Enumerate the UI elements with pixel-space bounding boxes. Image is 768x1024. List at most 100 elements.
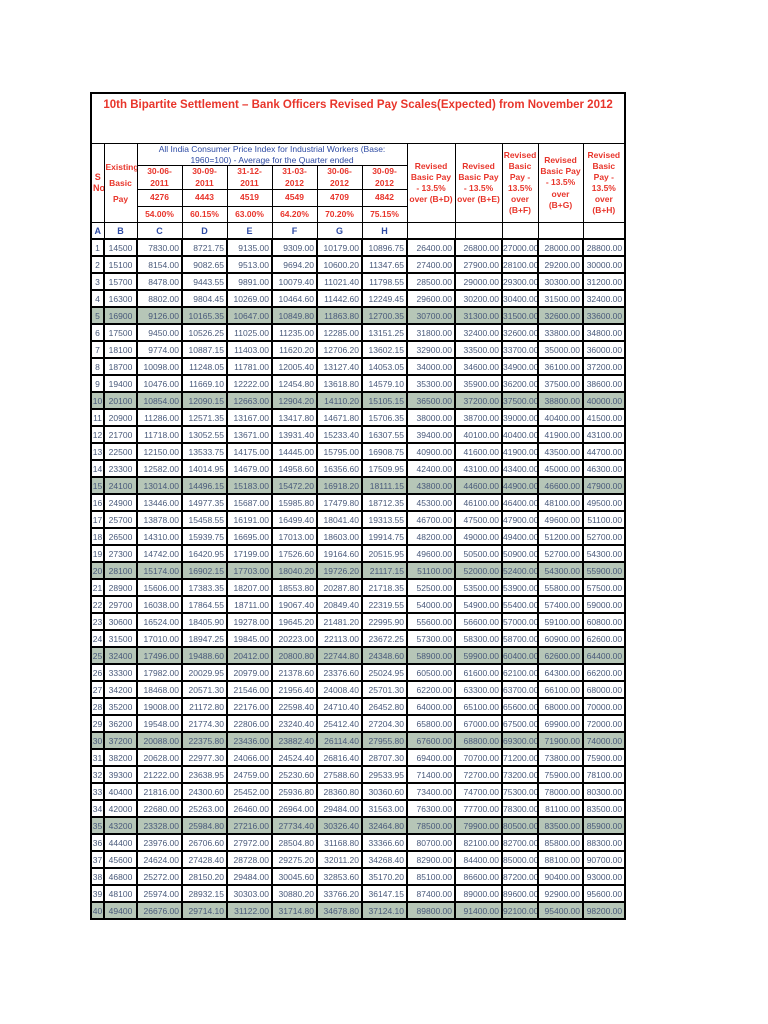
pay-value-cell: 31500.00 [501,306,539,325]
existing-basic-pay-cell: 36200 [103,714,138,733]
pay-value-cell: 18207.00 [226,578,273,597]
existing-basic-pay-cell: 16900 [103,306,138,325]
pay-value-cell: 95400.00 [537,901,584,920]
pay-value-cell: 21956.40 [271,680,318,699]
row-number: 2 [90,255,105,274]
pay-value-cell: 19914.75 [361,527,408,546]
pay-value-cell: 28800.00 [581,238,627,257]
pay-scales-sheet: 10th Bipartite Settlement – Bank Officer… [90,92,627,920]
pay-value-cell: 41900.00 [501,442,539,461]
pay-value-cell: 20800.80 [271,646,318,665]
pay-value-cell: 37124.10 [361,901,408,920]
pay-value-cell: 53500.00 [454,578,503,597]
cpi-percent-value: 54.00% [136,206,183,223]
pay-value-cell: 62600.00 [581,629,627,648]
row-number: 11 [90,408,105,427]
pay-value-cell: 16524.00 [136,612,183,631]
pay-value-cell: 31563.00 [361,799,408,818]
table-row: 37 45600 24624.00 27428.40 28728.00 29275.20 3… [90,850,627,869]
pay-value-cell: 32400.00 [454,323,503,342]
quarter-date: 31-12- 2011 [226,165,273,190]
pay-value-cell: 29600.00 [406,289,456,308]
pay-value-cell: 67600.00 [406,731,456,750]
pay-value-cell: 36000.00 [581,340,627,359]
row-number: 29 [90,714,105,733]
pay-value-cell: 18111.15 [361,476,408,495]
quarter-date: 30-06- 2011 [136,165,183,190]
existing-basic-pay-cell: 29700 [103,595,138,614]
pay-value-cell: 17982.00 [136,663,183,682]
pay-value-cell: 33766.20 [316,884,363,903]
pay-value-cell: 24710.40 [316,697,363,716]
table-row: 17 25700 13878.00 15458.55 16191.00 16499.40 1… [90,510,627,529]
pay-value-cell: 31714.80 [271,901,318,920]
pay-value-cell: 20223.00 [271,629,318,648]
pay-value-cell: 27000.00 [501,238,539,257]
pay-value-cell: 34000.00 [406,357,456,376]
pay-value-cell: 33700.00 [501,340,539,359]
row-number: 23 [90,612,105,631]
pay-value-cell: 18405.90 [181,612,228,631]
pay-value-cell: 11718.00 [136,425,183,444]
column-letter: A [90,222,105,240]
pay-value-cell: 82100.00 [454,833,503,852]
table-row: 31 38200 20628.00 22977.30 24066.00 24524.40 2… [90,748,627,767]
pay-value-cell: 92100.00 [501,901,539,920]
pay-value-cell: 14014.95 [181,459,228,478]
pay-value-cell: 29300.00 [501,272,539,291]
pay-value-cell: 41500.00 [581,408,627,427]
pay-value-cell: 27972.00 [226,833,273,852]
pay-value-cell: 10600.20 [316,255,363,274]
pay-value-cell: 58300.00 [454,629,503,648]
pay-value-cell: 78300.00 [501,799,539,818]
existing-basic-pay-cell: 21700 [103,425,138,444]
existing-basic-pay-cell: 24900 [103,493,138,512]
pay-value-cell: 27204.30 [361,714,408,733]
pay-value-cell: 32011.20 [316,850,363,869]
pay-value-cell: 27734.40 [271,816,318,835]
pay-value-cell: 13878.00 [136,510,183,529]
pay-value-cell: 32600.00 [537,306,584,325]
existing-basic-pay-cell: 48100 [103,884,138,903]
pay-value-cell: 24300.60 [181,782,228,801]
cpi-percent-value: 70.20% [316,206,363,223]
column-letter: E [226,222,273,240]
pay-value-cell: 80500.00 [501,816,539,835]
pay-value-cell: 73800.00 [537,748,584,767]
pay-value-cell: 16307.55 [361,425,408,444]
pay-value-cell: 18468.00 [136,680,183,699]
cpi-index-value: 4842 [361,189,408,207]
pay-value-cell: 56600.00 [454,612,503,631]
existing-basic-pay-cell: 42000 [103,799,138,818]
pay-value-cell: 37500.00 [501,391,539,410]
pay-value-cell: 25984.80 [181,816,228,835]
pay-value-cell: 13127.40 [316,357,363,376]
pay-value-cell: 89800.00 [406,901,456,920]
cpi-header: All India Consumer Price Index for Indus… [136,143,408,166]
pay-value-cell: 15472.20 [271,476,318,495]
table-row: 13 22500 12150.00 13533.75 14175.00 14445.00 1… [90,442,627,461]
pay-value-cell: 26706.60 [181,833,228,852]
pay-value-cell: 12706.20 [316,340,363,359]
pay-value-cell: 17013.00 [271,527,318,546]
row-number: 10 [90,391,105,410]
pay-value-cell: 18712.35 [361,493,408,512]
pay-value-cell: 46300.00 [581,459,627,478]
pay-value-cell: 29000.00 [454,272,503,291]
existing-basic-pay-cell: 15700 [103,272,138,291]
pay-value-cell: 84400.00 [454,850,503,869]
pay-value-cell: 15183.00 [226,476,273,495]
pay-value-cell: 29484.00 [316,799,363,818]
pay-value-cell: 23328.00 [136,816,183,835]
pay-value-cell: 70700.00 [454,748,503,767]
pay-value-cell: 31300.00 [454,306,503,325]
pay-value-cell: 10269.00 [226,289,273,308]
existing-basic-pay-cell: 43200 [103,816,138,835]
table-row: 23 30600 16524.00 18405.90 19278.00 19645.20 2… [90,612,627,631]
existing-basic-pay-cell: 32400 [103,646,138,665]
pay-value-cell: 66200.00 [581,663,627,682]
existing-basic-pay-cell: 26500 [103,527,138,546]
cpi-percent-value: 63.00% [226,206,273,223]
existing-basic-pay-cell: 18100 [103,340,138,359]
